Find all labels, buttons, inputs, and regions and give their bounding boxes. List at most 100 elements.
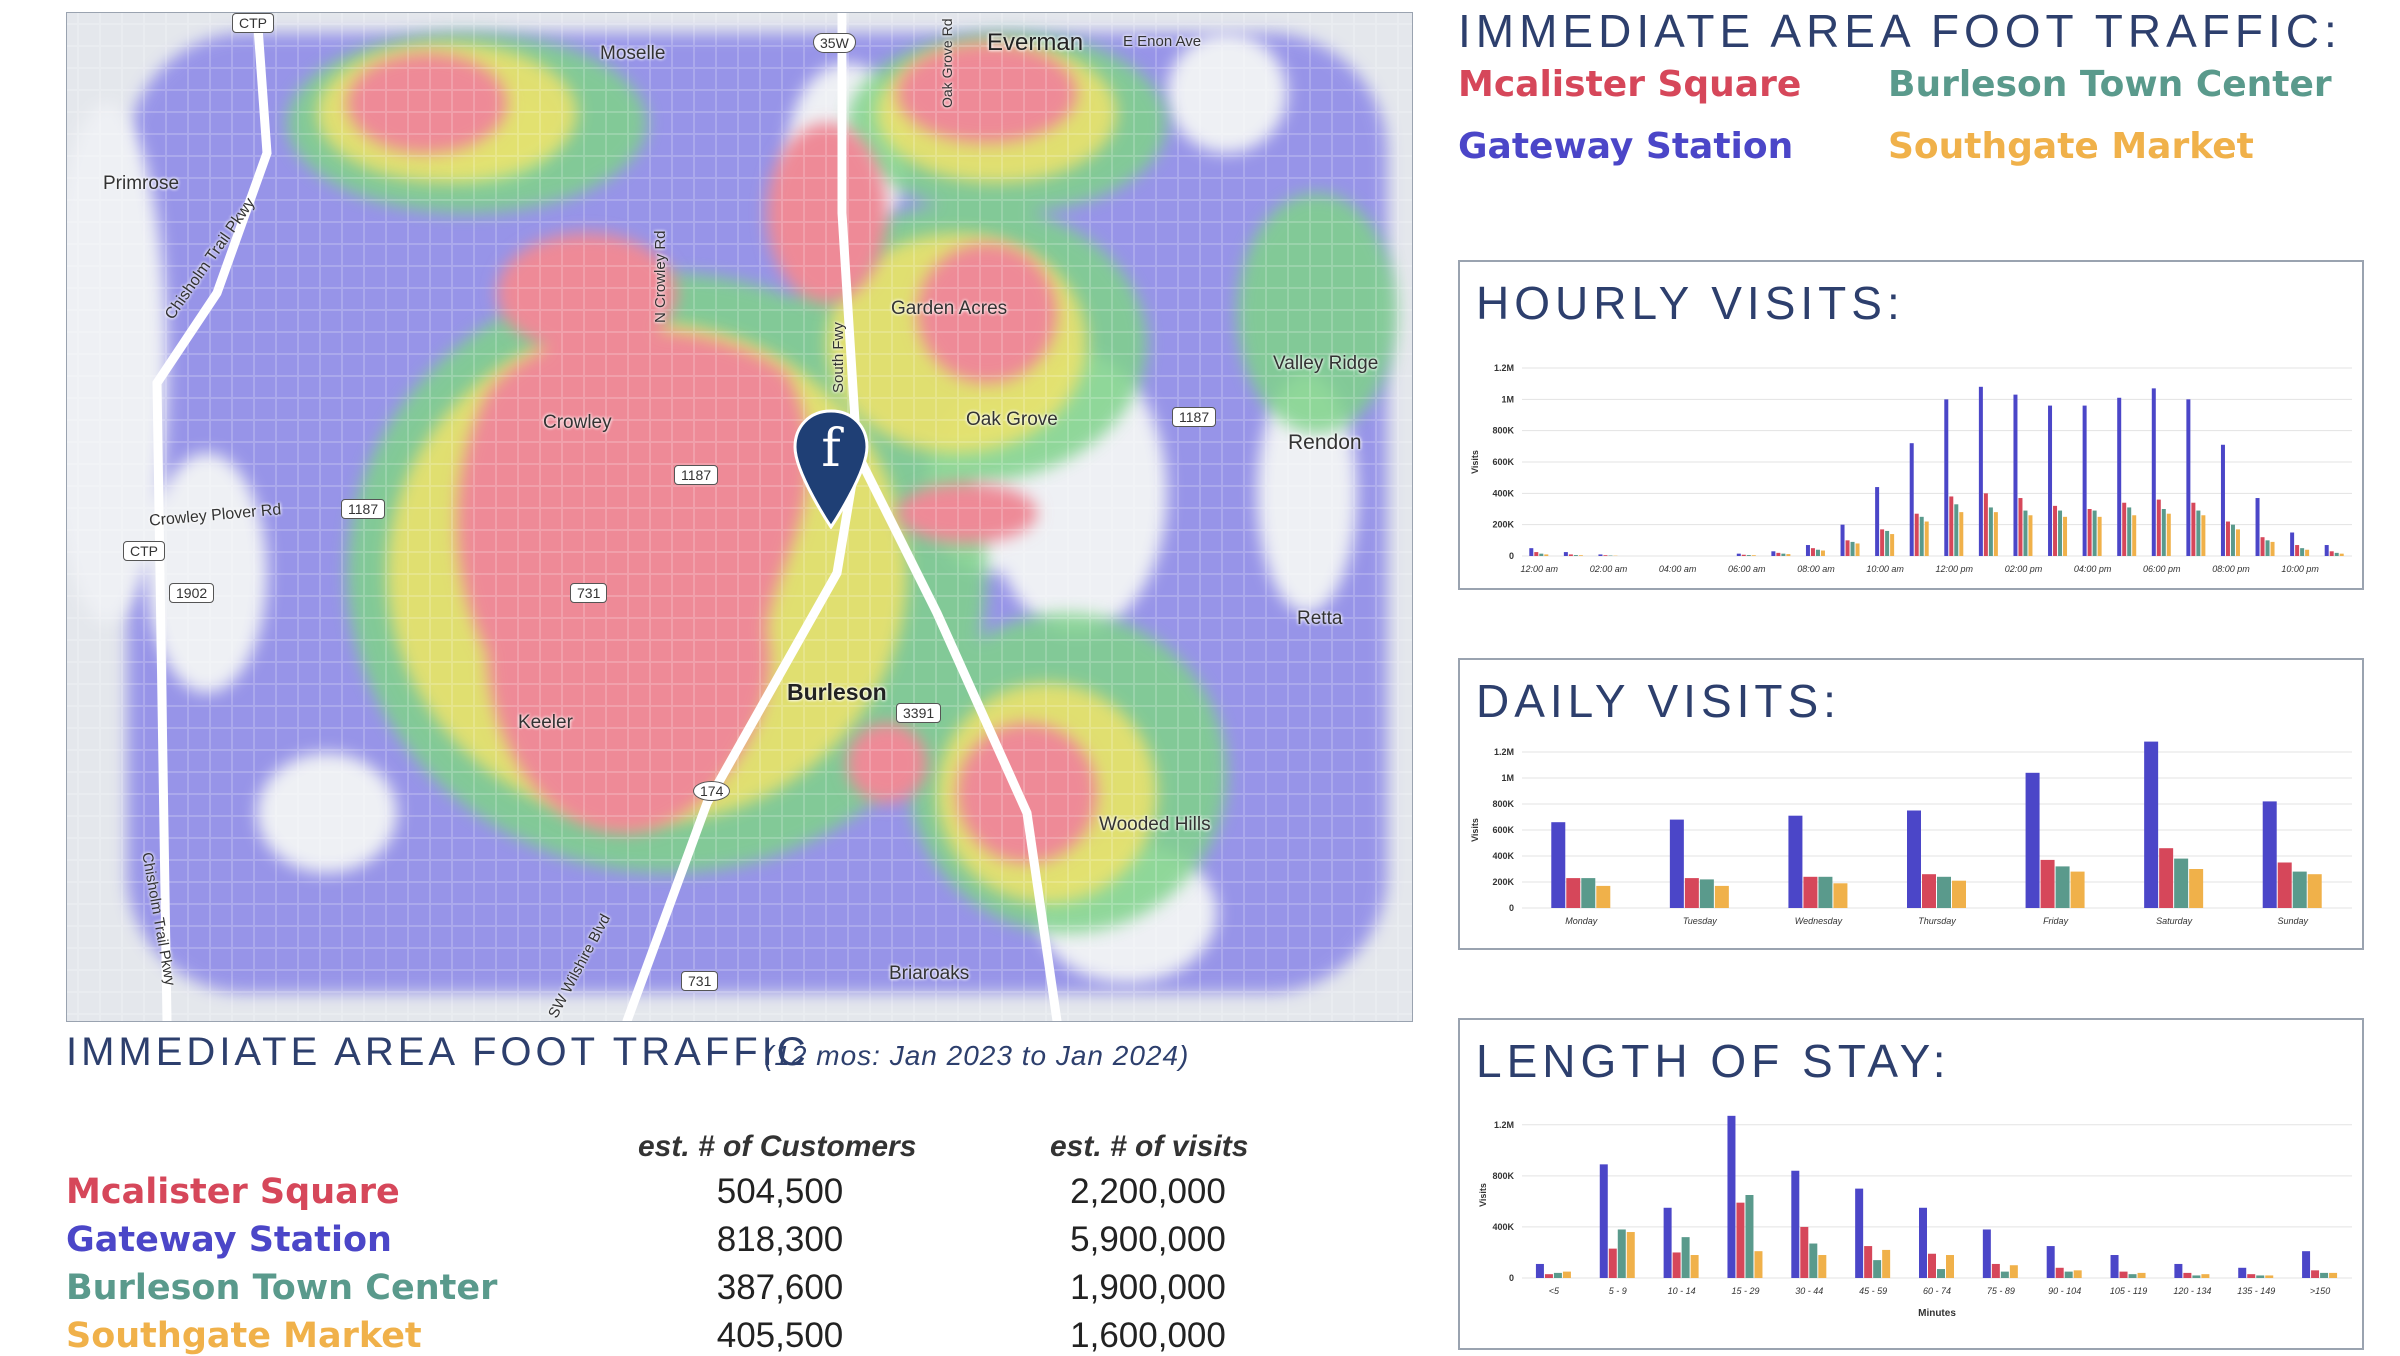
y-tick-label: 400K <box>1492 851 1514 861</box>
bar <box>1989 507 1993 556</box>
bar <box>1882 1250 1890 1278</box>
bar <box>1920 517 1924 556</box>
map-caption-title: IMMEDIATE AREA FOOT TRAFFIC <box>66 1030 810 1075</box>
row-customers: 818,300 <box>650 1220 910 1260</box>
bar <box>2088 509 2092 556</box>
x-tick-label: 105 - 119 <box>2110 1286 2147 1296</box>
bar <box>1529 548 1533 556</box>
bar <box>1781 554 1785 556</box>
bar <box>2047 1246 2055 1278</box>
legend-gateway: Gateway Station <box>1458 126 1793 167</box>
bar <box>1928 1254 1936 1278</box>
bar <box>1691 1255 1699 1278</box>
map-label-garden-acres: Garden Acres <box>891 298 1007 320</box>
bar <box>1566 878 1580 908</box>
x-tick-label: 45 - 59 <box>1859 1286 1887 1296</box>
x-tick-label: 08:00 am <box>1797 564 1835 574</box>
bar <box>1818 877 1832 908</box>
map-label-retta: Retta <box>1297 608 1342 630</box>
y-tick-label: 600K <box>1492 457 1514 467</box>
bar <box>2183 1273 2191 1278</box>
y-tick-label: 0 <box>1509 551 1514 561</box>
bar <box>1563 1272 1571 1278</box>
bar <box>2335 553 2339 556</box>
bar <box>2226 522 2230 556</box>
bar <box>1551 822 1565 908</box>
bar <box>2010 1265 2018 1278</box>
legend-southgate: Southgate Market <box>1888 126 2254 167</box>
bar <box>1700 879 1714 908</box>
bar <box>1851 542 1855 556</box>
bar <box>2305 550 2309 556</box>
bar <box>2013 395 2017 556</box>
bar <box>1776 553 1780 556</box>
bar <box>2023 511 2027 556</box>
y-tick-label: 1.2M <box>1494 1120 1514 1130</box>
bar <box>2167 514 2171 556</box>
location-pin-icon[interactable]: f <box>793 409 869 529</box>
y-tick-label: 1M <box>1501 394 1514 404</box>
x-tick-label: 75 - 89 <box>1987 1286 2015 1296</box>
bar <box>1673 1252 1681 1278</box>
y-tick-label: 400K <box>1492 1222 1514 1232</box>
map-label-everman: Everman <box>987 29 1083 57</box>
y-tick-label: 200K <box>1492 877 1514 887</box>
bar <box>2325 545 2329 556</box>
col-header-customers: est. # of Customers <box>638 1130 916 1164</box>
heatmap-map[interactable]: Moselle Everman E Enon Ave Primrose Chis… <box>66 12 1413 1022</box>
bar <box>2189 869 2203 908</box>
bar <box>1875 487 1879 556</box>
bar <box>2295 545 2299 556</box>
bar <box>2192 1275 2200 1278</box>
bar <box>1800 1227 1808 1278</box>
y-tick-label: 1.2M <box>1494 363 1514 373</box>
legend-mcalister: Mcalister Square <box>1458 64 1801 105</box>
y-axis-label: Visits <box>1470 818 1480 842</box>
bar <box>1919 1208 1927 1278</box>
bar <box>1946 1255 1954 1278</box>
row-name-gateway: Gateway Station <box>66 1220 392 1260</box>
x-tick-label: Friday <box>2043 916 2069 926</box>
road-shield-1187: 1187 <box>674 465 718 485</box>
bar <box>2293 872 2307 908</box>
bar <box>1788 816 1802 908</box>
x-tick-label: 60 - 74 <box>1923 1286 1951 1296</box>
bar <box>2074 1270 2082 1278</box>
bar <box>1554 1273 1562 1278</box>
bar <box>1885 531 1889 556</box>
map-label-valley-ridge: Valley Ridge <box>1273 353 1378 375</box>
y-tick-label: 400K <box>1492 488 1514 498</box>
row-name-southgate: Southgate Market <box>66 1316 422 1356</box>
bar <box>1856 543 1860 556</box>
bar <box>1569 554 1573 556</box>
row-name-burleson: Burleson Town Center <box>66 1268 497 1308</box>
bar <box>2221 445 2225 556</box>
bar <box>2271 542 2275 556</box>
bar <box>2122 503 2126 556</box>
bar <box>1581 878 1595 908</box>
x-tick-label: 90 - 104 <box>2048 1286 2081 1296</box>
x-tick-label: Monday <box>1565 916 1598 926</box>
y-tick-label: 200K <box>1492 520 1514 530</box>
x-tick-label: 135 - 149 <box>2237 1286 2275 1296</box>
bar <box>2300 548 2304 556</box>
x-tick-label: Sunday <box>2277 916 2308 926</box>
bar <box>2056 1268 2064 1278</box>
bar <box>1818 1255 1826 1278</box>
y-tick-label: 1.2M <box>1494 747 1514 757</box>
bar <box>2063 517 2067 556</box>
bar <box>1598 554 1602 556</box>
map-label-n-crowley-rd: N Crowley Rd <box>652 230 669 323</box>
row-visits: 2,200,000 <box>1018 1172 1278 1212</box>
bar <box>2290 533 2294 557</box>
pin-letter: f <box>793 419 869 479</box>
bar <box>2231 525 2235 556</box>
y-tick-label: 800K <box>1492 1171 1514 1181</box>
bar <box>2041 860 2055 908</box>
x-tick-label: 02:00 pm <box>2005 564 2043 574</box>
bar <box>1670 820 1684 908</box>
bar <box>1925 522 1929 556</box>
